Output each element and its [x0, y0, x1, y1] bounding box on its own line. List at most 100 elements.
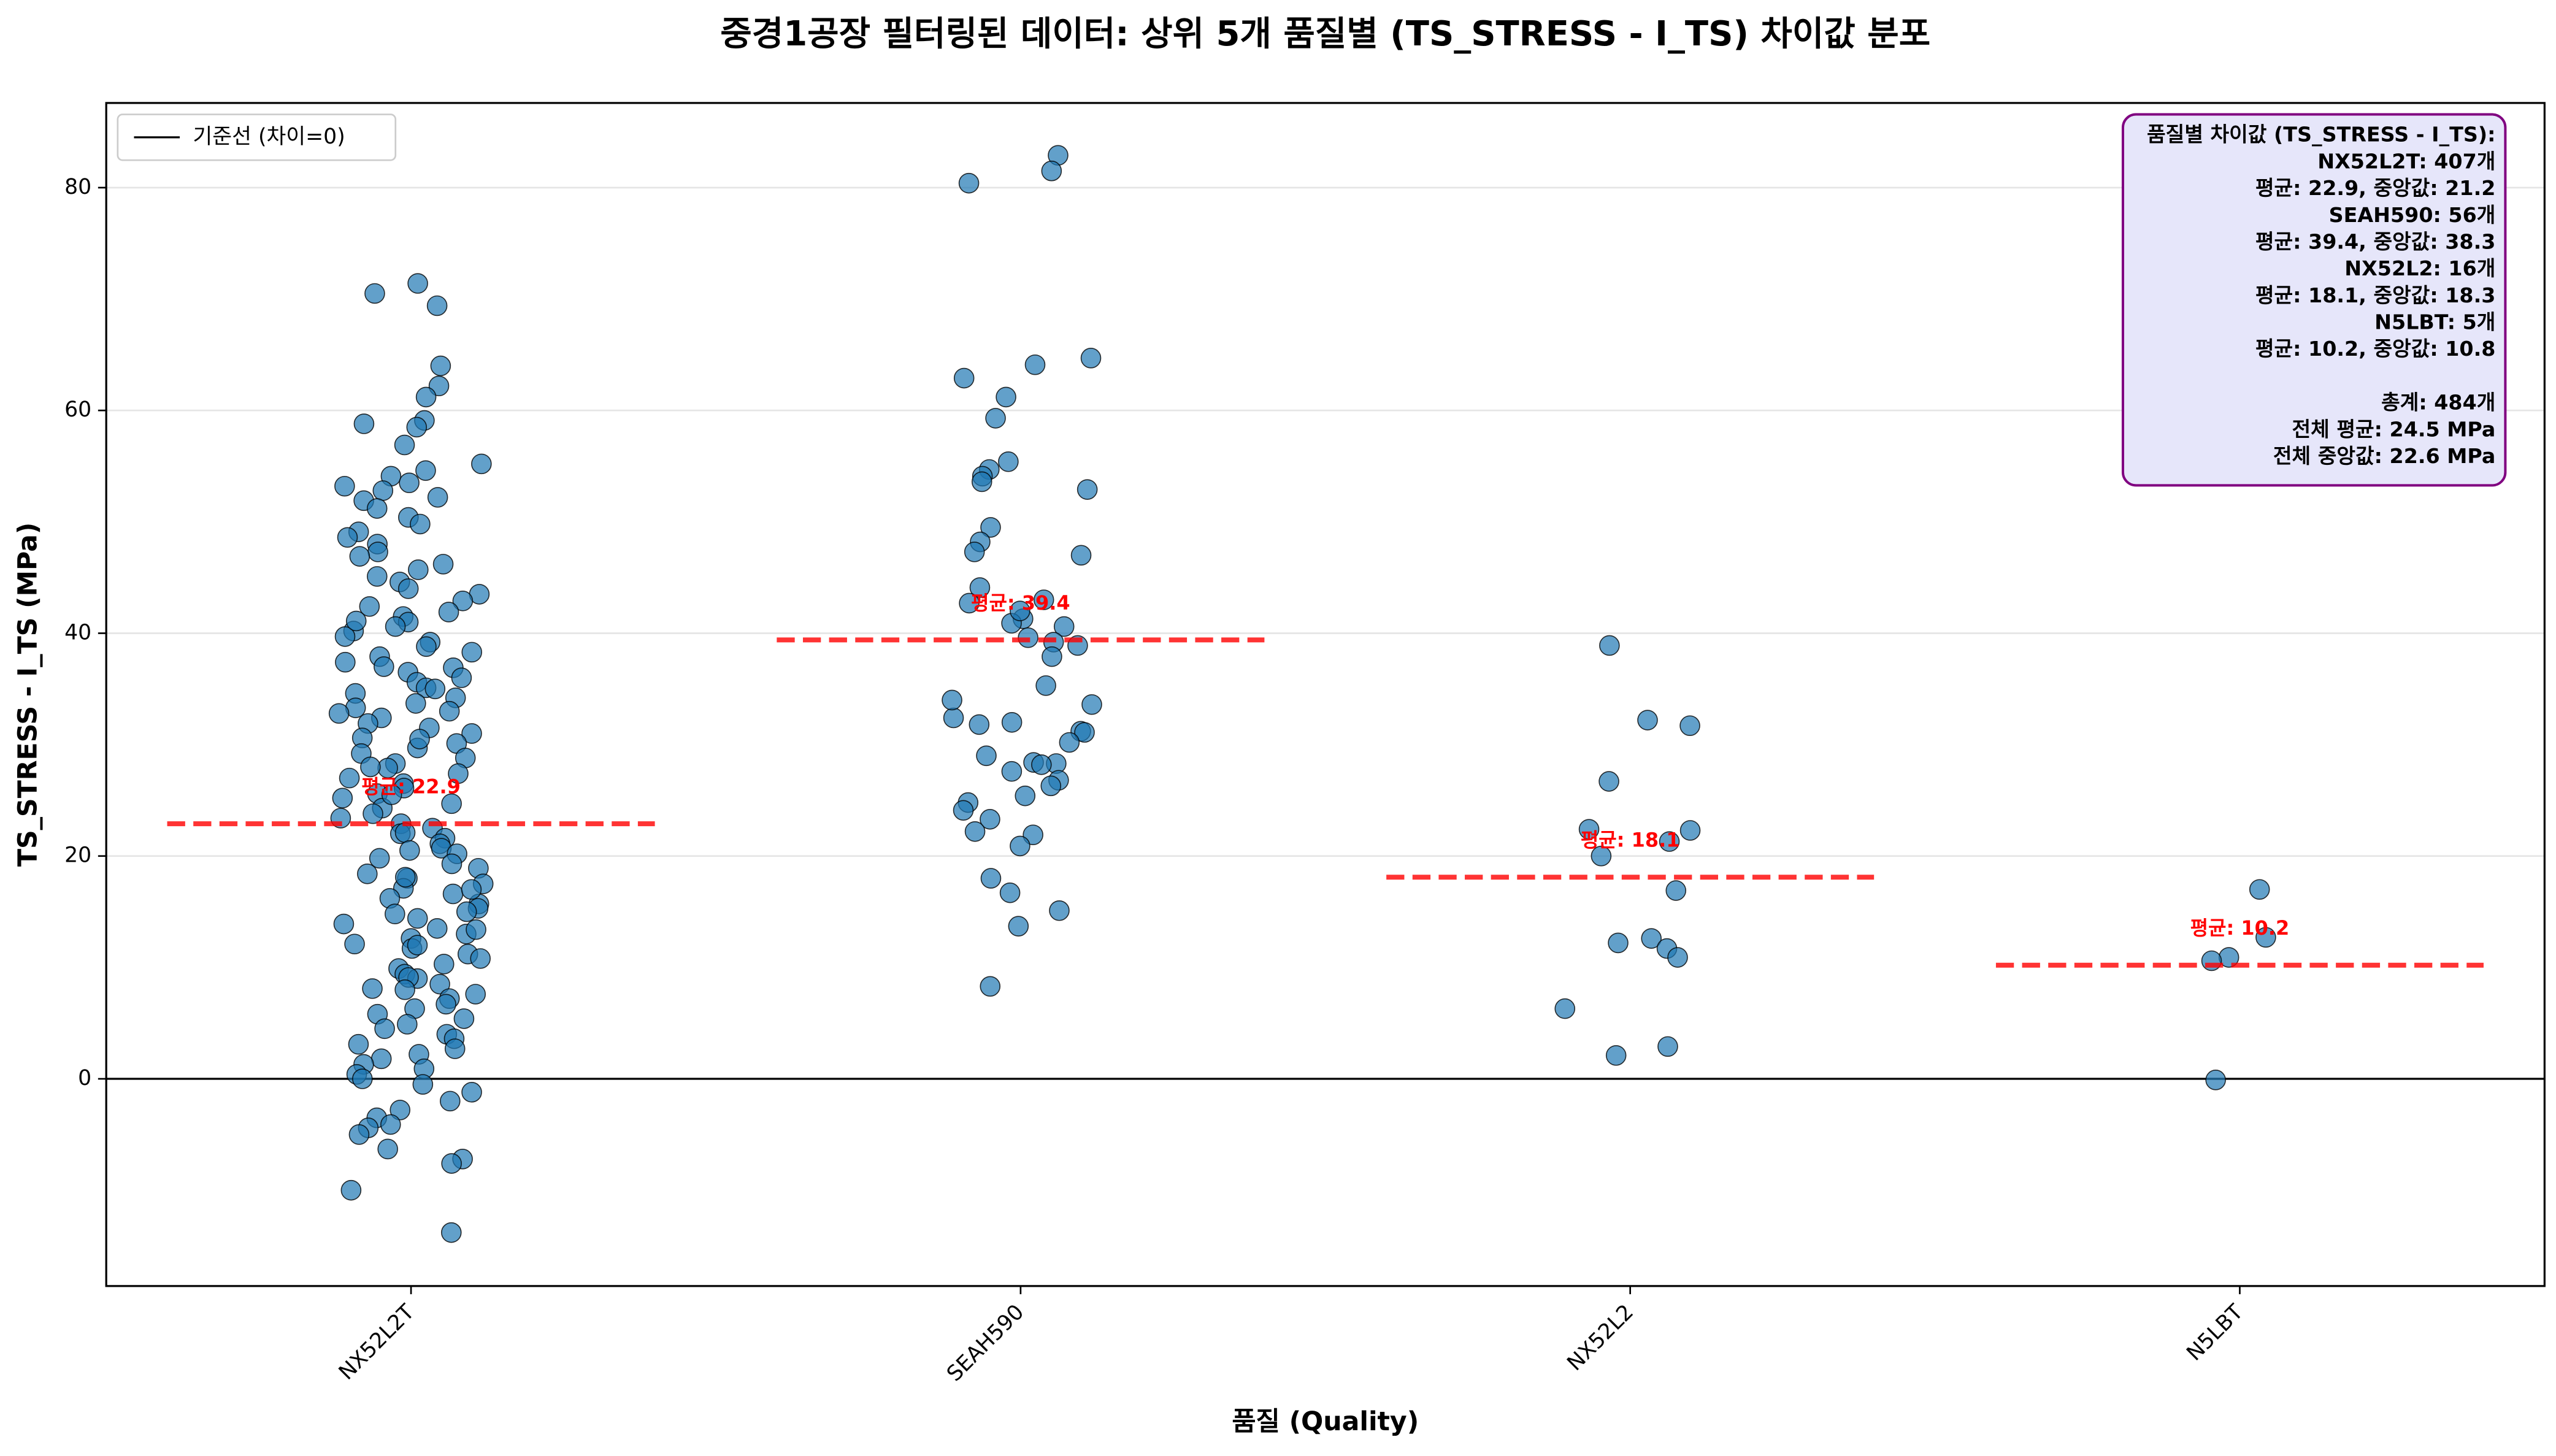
data-point: [1001, 712, 1023, 733]
data-point: [1080, 348, 1102, 369]
data-point: [452, 591, 474, 611]
data-point: [453, 1008, 475, 1029]
data-point: [438, 602, 459, 623]
data-point: [451, 667, 472, 688]
info-line: N5LBT: 5개: [2374, 310, 2495, 334]
data-point: [390, 1100, 411, 1121]
data-point: [348, 1033, 369, 1055]
data-point: [1015, 785, 1036, 807]
y-axis-title: TS_STRESS - I_TS (MPa): [12, 523, 43, 867]
data-point: [439, 700, 460, 722]
data-point: [461, 642, 483, 663]
mean-label: 평균: 10.2: [2190, 916, 2290, 940]
data-point: [1049, 900, 1070, 921]
data-point: [429, 973, 450, 995]
x-axis-title: 품질 (Quality): [1232, 1406, 1419, 1437]
info-line: SEAH590: 56개: [2329, 203, 2496, 227]
data-point: [1024, 354, 1046, 375]
data-point: [367, 542, 388, 562]
data-point: [407, 908, 428, 929]
data-point: [1605, 1045, 1627, 1066]
data-point: [1598, 771, 1619, 792]
data-point: [1665, 880, 1687, 901]
info-line: 평균: 39.4, 중앙값: 38.3: [2255, 229, 2496, 253]
data-point: [1591, 845, 1612, 867]
info-line: 평균: 18.1, 중앙값: 18.3: [2255, 283, 2496, 307]
data-point: [998, 451, 1019, 472]
data-point: [409, 729, 430, 749]
data-point: [412, 1074, 434, 1095]
data-point: [374, 656, 394, 677]
data-point: [349, 546, 370, 567]
data-point: [364, 283, 385, 304]
data-point: [426, 295, 448, 316]
data-point: [397, 1014, 418, 1035]
data-point: [424, 678, 446, 700]
data-point: [980, 809, 1000, 830]
data-point: [441, 793, 462, 814]
data-point: [372, 480, 394, 501]
data-point: [943, 707, 964, 729]
data-point: [359, 596, 380, 617]
data-point: [2255, 927, 2276, 948]
data-point: [1074, 722, 1095, 743]
data-point: [394, 434, 415, 456]
data-point: [2249, 879, 2270, 900]
data-point: [1081, 694, 1102, 715]
data-point: [410, 513, 431, 535]
data-point: [397, 578, 419, 599]
data-point: [395, 867, 416, 888]
data-point: [377, 1138, 398, 1160]
data-point: [461, 879, 482, 900]
mean-label: 평균: 39.4: [971, 591, 1070, 615]
data-point: [959, 592, 980, 614]
data-point: [1040, 775, 1062, 797]
data-point: [1641, 928, 1662, 949]
data-point: [1554, 998, 1576, 1019]
info-line: 평균: 22.9, 중앙값: 21.2: [2255, 176, 2496, 200]
data-point: [345, 610, 367, 632]
data-point: [1679, 715, 1700, 737]
legend-box: [117, 113, 397, 161]
data-point: [1010, 835, 1030, 857]
data-point: [362, 978, 383, 999]
data-point: [441, 1153, 462, 1174]
y-tick-label: 0: [78, 1066, 91, 1090]
data-point: [1077, 479, 1098, 500]
data-point: [1659, 831, 1680, 852]
data-point: [1008, 916, 1029, 937]
data-point: [334, 475, 355, 497]
y-tick-label: 40: [64, 620, 91, 645]
data-point: [980, 868, 1002, 889]
data-point: [385, 903, 405, 924]
data-point: [415, 386, 437, 408]
info-line: 품질별 차이값 (TS_STRESS - I_TS):: [2147, 123, 2495, 147]
mean-label: 평균: 18.1: [1581, 829, 1680, 852]
data-point: [399, 472, 420, 494]
info-line: 평균: 10.2, 중앙값: 10.8: [2255, 337, 2496, 361]
info-line: 전체 중앙값: 22.6 MPa: [2273, 444, 2496, 468]
data-point: [426, 918, 448, 939]
data-point: [1053, 616, 1075, 637]
data-point: [969, 714, 990, 735]
data-point: [996, 386, 1016, 408]
data-point: [1578, 819, 1600, 840]
data-point: [1031, 754, 1052, 775]
data-point: [465, 984, 486, 1005]
data-point: [999, 882, 1021, 903]
data-point: [334, 626, 356, 647]
data-point: [971, 471, 992, 492]
data-point: [357, 864, 378, 884]
y-tick-label: 20: [64, 843, 91, 868]
data-point: [440, 1222, 462, 1243]
data-point: [399, 840, 420, 861]
data-point: [969, 577, 991, 598]
data-point: [471, 453, 492, 475]
data-point: [430, 355, 451, 377]
data-point: [374, 1018, 395, 1040]
data-point: [442, 883, 464, 905]
data-point: [366, 498, 388, 519]
